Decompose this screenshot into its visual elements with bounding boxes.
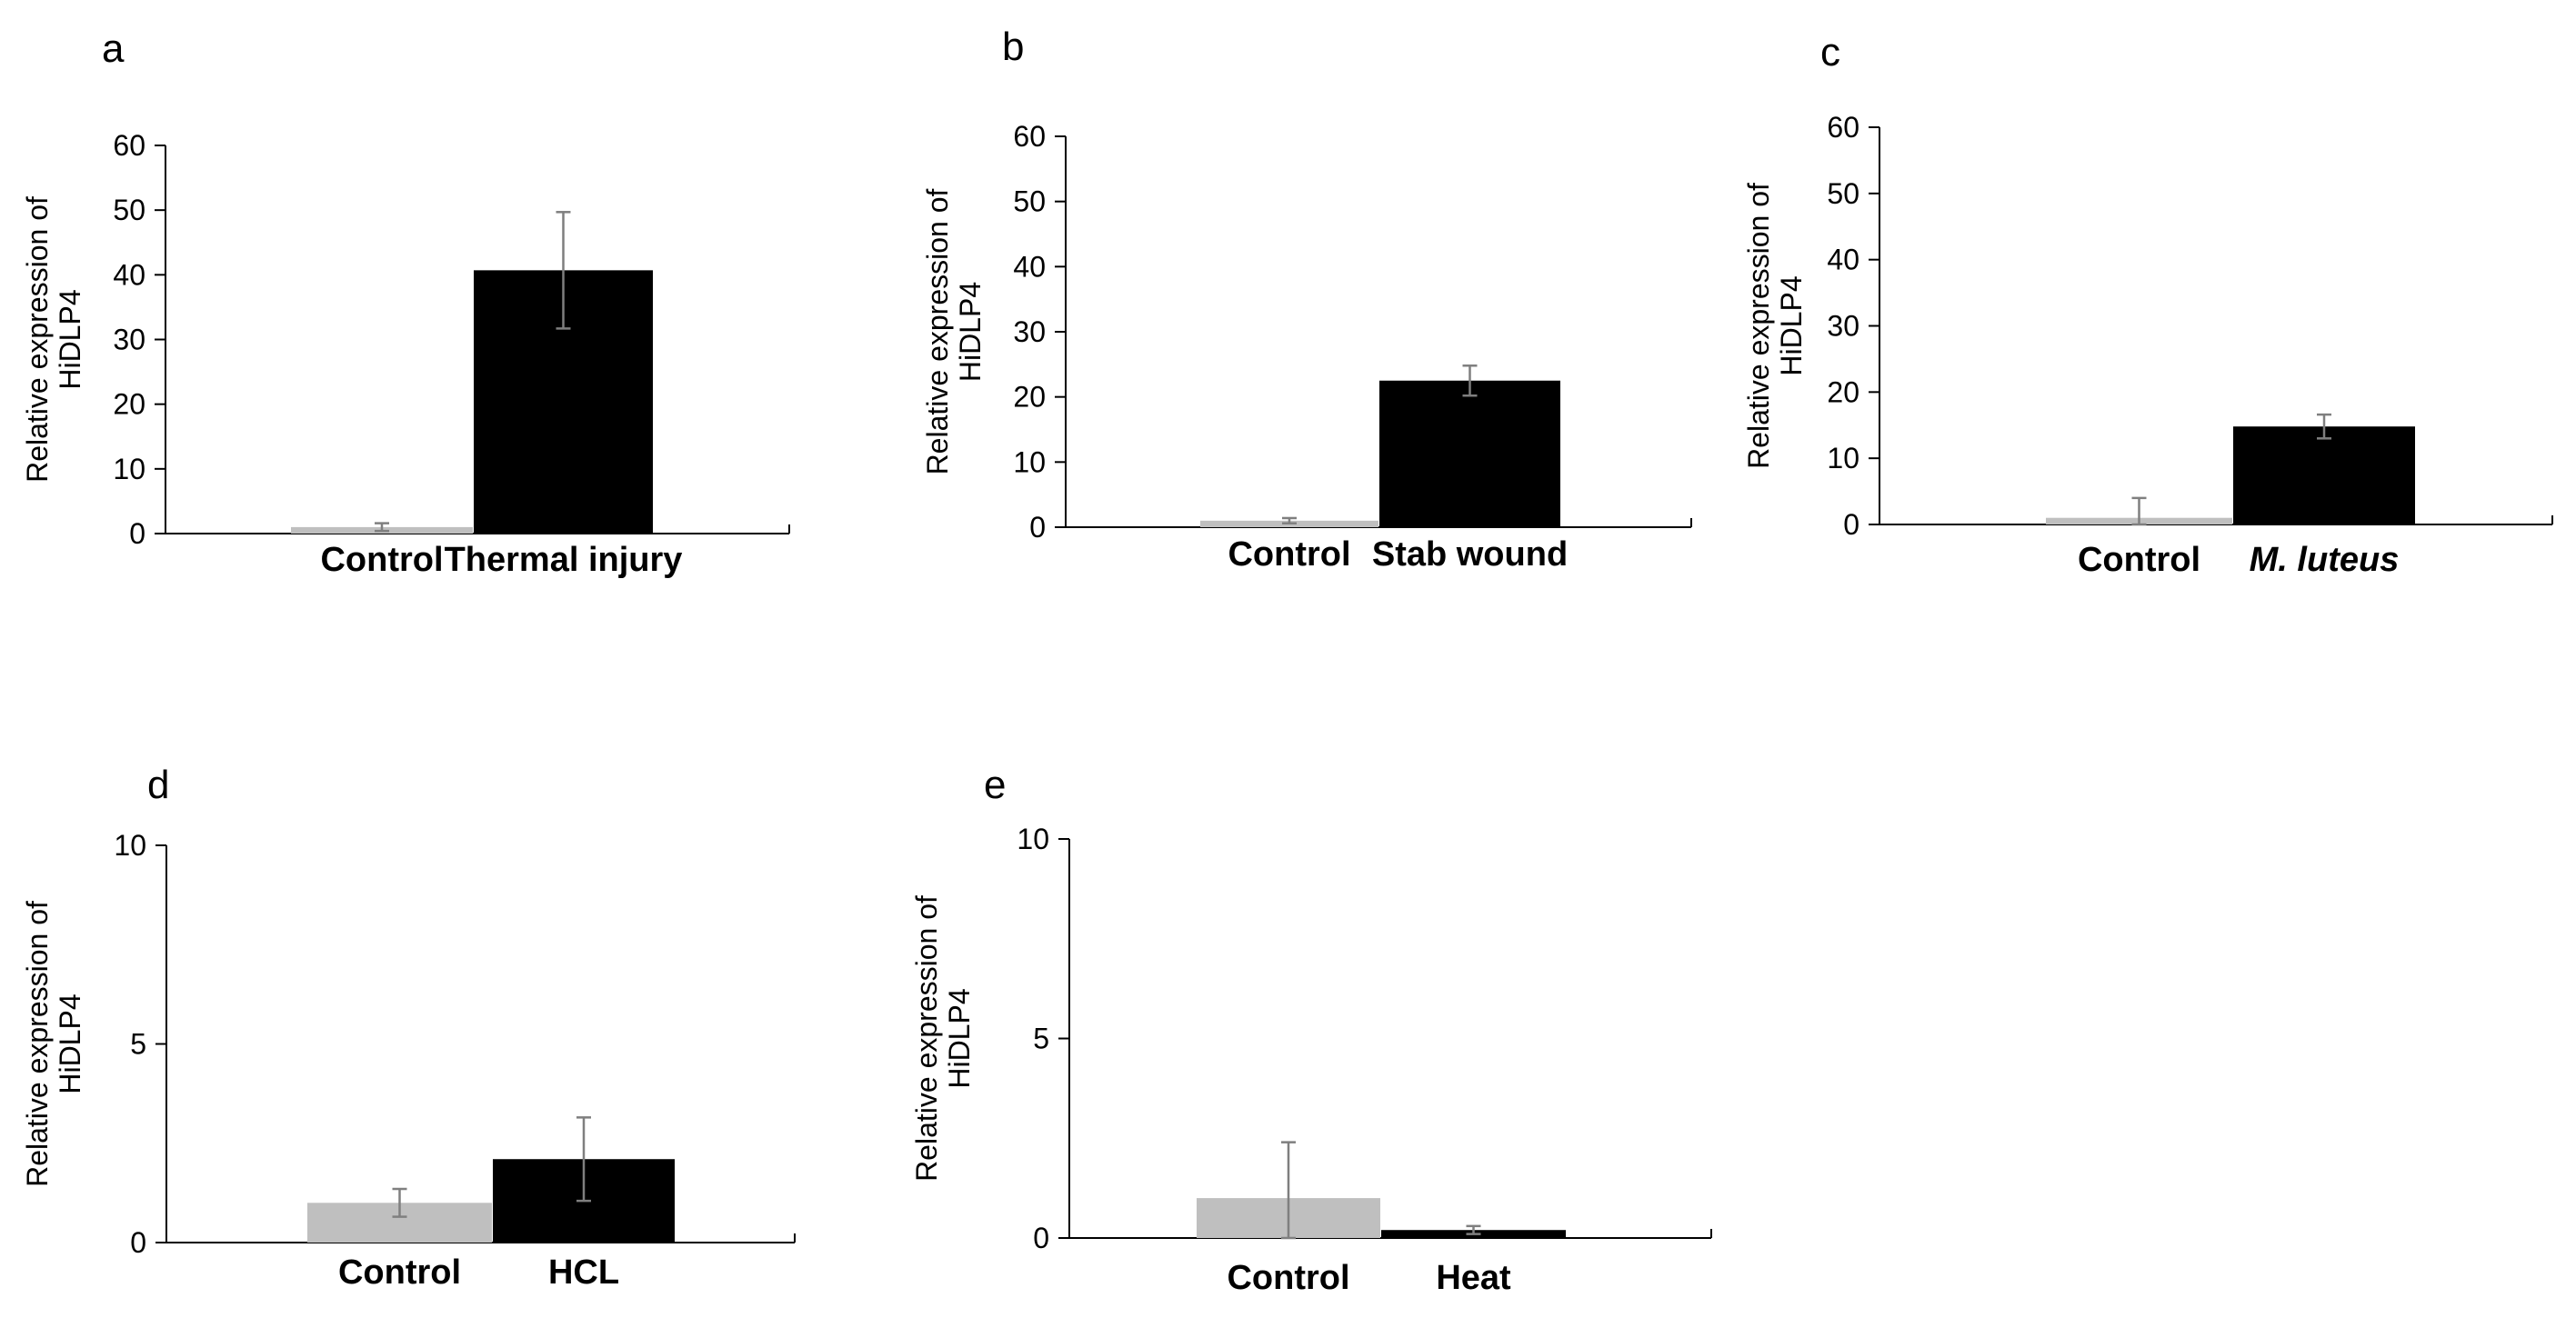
chart-b-y-tick-label: 50 xyxy=(1013,185,1046,218)
chart-d-panel-letter: d xyxy=(147,763,169,807)
chart-b-ylabel-line-1: Relative expression of xyxy=(921,188,954,474)
chart-d-category-label-2: HCL xyxy=(548,1253,619,1292)
chart-b-y-tick-label: 20 xyxy=(1013,381,1046,414)
chart-d-y-tick-label: 0 xyxy=(130,1226,146,1259)
chart-a-y-tick-label: 10 xyxy=(113,453,145,485)
chart-e-y-tick-label: 0 xyxy=(1033,1222,1049,1254)
chart-c-y-tick-label: 50 xyxy=(1827,177,1859,210)
chart-a-y-tick-label: 50 xyxy=(113,194,145,226)
chart-c-y-tick-label: 10 xyxy=(1827,442,1859,474)
chart-c-ylabel-line-2: HiDLP4 xyxy=(1775,275,1808,375)
chart-c-y-tick-label: 0 xyxy=(1843,508,1859,541)
chart-b-bar-2 xyxy=(1379,380,1560,527)
chart-a-y-tick-label: 40 xyxy=(113,258,145,291)
chart-e-y-tick-label: 5 xyxy=(1033,1023,1049,1055)
chart-b-ylabel-line-2: HiDLP4 xyxy=(954,282,987,382)
chart-e-ylabel-line-2: HiDLP4 xyxy=(943,988,976,1088)
chart-a-y-tick-label: 30 xyxy=(113,324,145,356)
chart-c-panel-letter: c xyxy=(1820,30,1840,75)
chart-a-category-label-1: Control xyxy=(320,541,443,579)
chart-b-category-label-1: Control xyxy=(1228,535,1350,574)
chart-a-y-tick-label: 20 xyxy=(113,388,145,421)
chart-b-y-tick-label: 0 xyxy=(1029,511,1046,544)
chart-a-ylabel-line-2: HiDLP4 xyxy=(54,289,86,389)
chart-c-y-tick-label: 20 xyxy=(1827,375,1859,408)
chart-b-panel-letter: b xyxy=(1002,25,1024,69)
chart-e-ylabel-line-1: Relative expression of xyxy=(910,895,943,1182)
chart-e-category-label-2: Heat xyxy=(1436,1259,1511,1297)
chart-c-bar-2 xyxy=(2233,426,2415,524)
chart-e-category-label-1: Control xyxy=(1227,1259,1349,1297)
chart-e-y-tick-label: 10 xyxy=(1017,823,1049,855)
chart-c-y-tick-label: 40 xyxy=(1827,244,1859,276)
chart-d-y-tick-label: 5 xyxy=(130,1028,146,1061)
chart-a-category-label-2: Thermal injury xyxy=(445,541,683,579)
chart-a-y-tick-label: 0 xyxy=(129,517,145,550)
chart-e-panel-letter: e xyxy=(984,763,1006,807)
chart-c-category-label-2: M. luteus xyxy=(2250,541,2400,579)
chart-c-category-label-1: Control xyxy=(2078,541,2200,579)
chart-d-ylabel-line-2: HiDLP4 xyxy=(54,993,86,1093)
chart-d-y-tick-label: 10 xyxy=(114,829,146,862)
chart-b-y-tick-label: 30 xyxy=(1013,315,1046,348)
chart-a-y-tick-label: 60 xyxy=(113,129,145,162)
chart-c-ylabel-line-1: Relative expression of xyxy=(1742,183,1775,469)
chart-d-ylabel-line-1: Relative expression of xyxy=(21,901,54,1187)
chart-a-panel-letter: a xyxy=(102,26,125,71)
chart-b-y-tick-label: 40 xyxy=(1013,250,1046,283)
chart-b-y-tick-label: 60 xyxy=(1013,120,1046,153)
chart-c-y-tick-label: 30 xyxy=(1827,310,1859,343)
chart-a-ylabel-line-1: Relative expression of xyxy=(21,196,54,483)
chart-b-category-label-2: Stab wound xyxy=(1372,535,1568,574)
chart-c-y-tick-label: 60 xyxy=(1827,111,1859,144)
chart-b-y-tick-label: 10 xyxy=(1013,445,1046,478)
chart-d-category-label-1: Control xyxy=(338,1253,461,1292)
